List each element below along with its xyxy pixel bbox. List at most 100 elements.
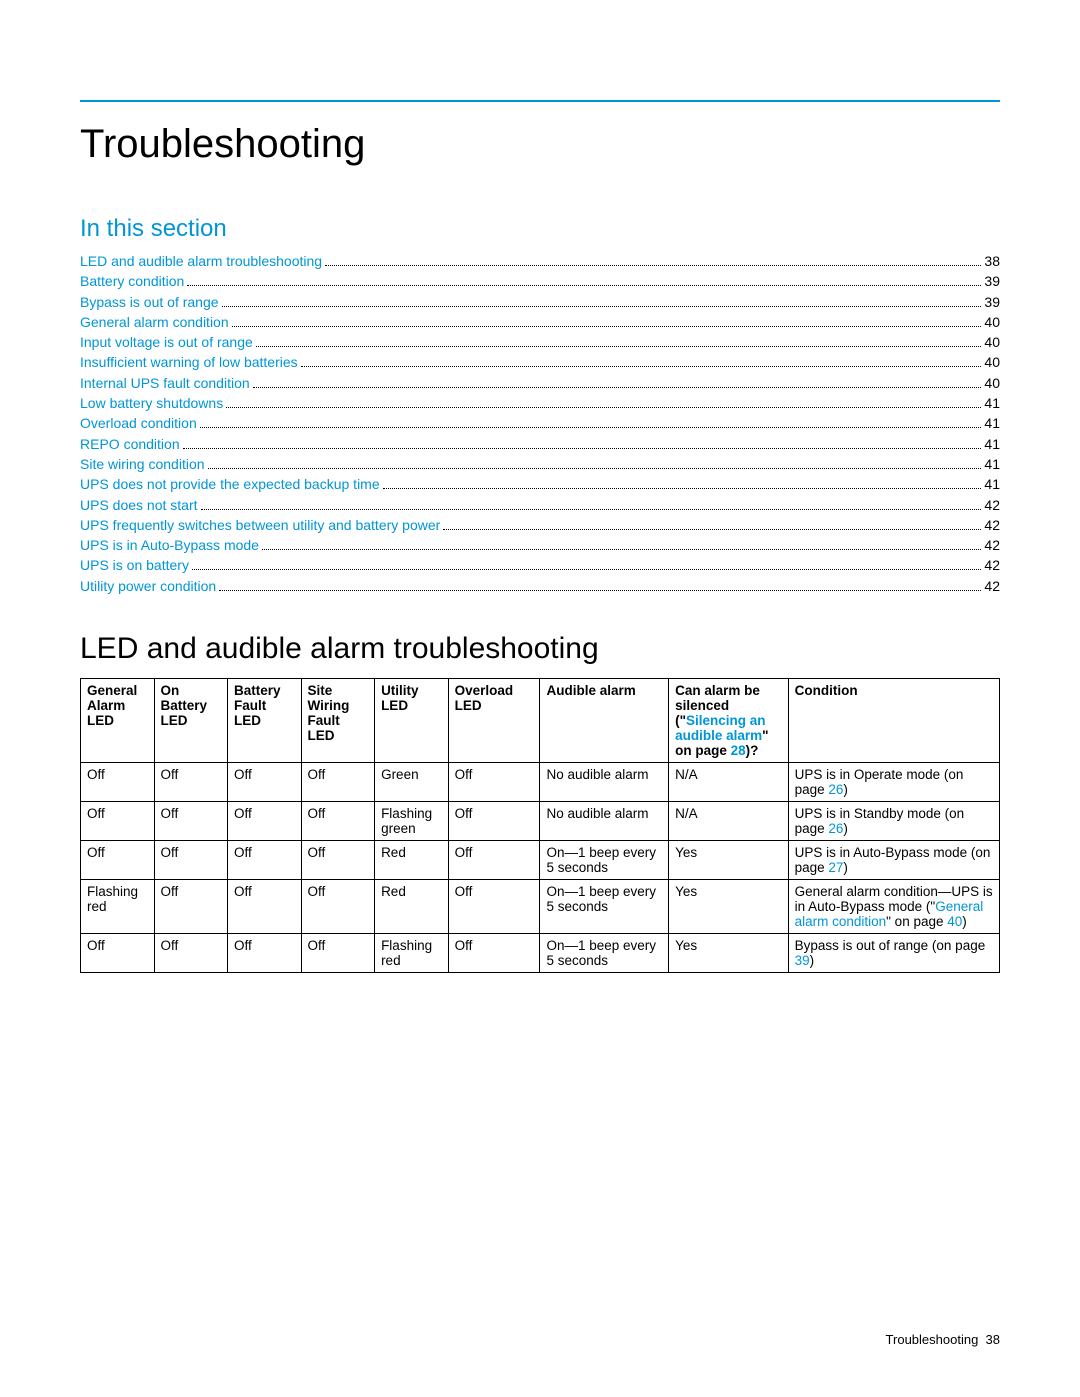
toc-entry: UPS frequently switches between utility … xyxy=(80,515,1000,535)
toc-link[interactable]: Low battery shutdowns xyxy=(80,393,223,413)
footer-label: Troubleshooting xyxy=(886,1332,979,1347)
table-cell: Flashing red xyxy=(81,880,155,934)
table-cell: Off xyxy=(301,880,375,934)
table-cell: Off xyxy=(448,880,540,934)
toc-leader-dots xyxy=(232,326,982,327)
page-title: Troubleshooting xyxy=(80,122,1000,167)
toc-entry: Internal UPS fault condition 40 xyxy=(80,373,1000,393)
toc-leader-dots xyxy=(219,590,981,591)
table-cell: Off xyxy=(154,880,228,934)
toc-link[interactable]: REPO condition xyxy=(80,434,180,454)
toc-page-number: 40 xyxy=(984,352,1000,372)
toc-entry: UPS is on battery 42 xyxy=(80,555,1000,575)
table-cell: Off xyxy=(154,841,228,880)
toc-page-number: 41 xyxy=(984,474,1000,494)
section-heading: In this section xyxy=(80,215,1000,243)
page-link[interactable]: 39 xyxy=(795,953,810,968)
subheading: LED and audible alarm troubleshooting xyxy=(80,632,1000,666)
table-cell: Off xyxy=(228,880,302,934)
toc-link[interactable]: LED and audible alarm troubleshooting xyxy=(80,251,322,271)
col-battery-fault: Battery Fault LED xyxy=(228,679,302,763)
table-cell: N/A xyxy=(669,763,788,802)
toc-page-number: 40 xyxy=(984,312,1000,332)
toc-leader-dots xyxy=(301,366,982,367)
col-general-alarm: General Alarm LED xyxy=(81,679,155,763)
page-link[interactable]: 27 xyxy=(828,860,843,875)
toc-link[interactable]: Insufficient warning of low batteries xyxy=(80,352,298,372)
condition-cell: UPS is in Operate mode (on page 26) xyxy=(788,763,999,802)
table-cell: Flashing green xyxy=(375,802,449,841)
toc-leader-dots xyxy=(222,306,982,307)
table-cell: No audible alarm xyxy=(540,802,669,841)
table-cell: Off xyxy=(228,934,302,973)
silencing-link[interactable]: Silencing an audible alarm xyxy=(675,713,765,743)
toc-entry: Input voltage is out of range 40 xyxy=(80,332,1000,352)
toc-leader-dots xyxy=(262,549,981,550)
toc-link[interactable]: UPS is in Auto-Bypass mode xyxy=(80,535,259,555)
table-row: Flashing redOffOffOffRedOffOn—1 beep eve… xyxy=(81,880,1000,934)
table-cell: Red xyxy=(375,880,449,934)
table-cell: Off xyxy=(301,802,375,841)
col-audible-alarm: Audible alarm xyxy=(540,679,669,763)
toc-link[interactable]: Utility power condition xyxy=(80,576,216,596)
condition-cell: General alarm condition—UPS is in Auto-B… xyxy=(788,880,999,934)
toc-entry: Utility power condition 42 xyxy=(80,576,1000,596)
table-cell: Off xyxy=(301,841,375,880)
table-cell: No audible alarm xyxy=(540,763,669,802)
table-row: OffOffOffOffFlashing greenOffNo audible … xyxy=(81,802,1000,841)
toc-entry: UPS is in Auto-Bypass mode 42 xyxy=(80,535,1000,555)
toc-entry: Low battery shutdowns 41 xyxy=(80,393,1000,413)
toc-page-number: 38 xyxy=(984,251,1000,271)
table-cell: Off xyxy=(448,934,540,973)
cell-text: " on page xyxy=(886,914,947,929)
toc-link[interactable]: UPS does not start xyxy=(80,495,198,515)
page-link[interactable]: 40 xyxy=(947,914,962,929)
page-link[interactable]: 26 xyxy=(828,782,843,797)
toc-leader-dots xyxy=(256,346,982,347)
table-cell: Off xyxy=(228,763,302,802)
toc-page-number: 42 xyxy=(984,495,1000,515)
toc-leader-dots xyxy=(208,468,982,469)
table-cell: N/A xyxy=(669,802,788,841)
toc-link[interactable]: General alarm condition xyxy=(80,312,229,332)
table-cell: On—1 beep every 5 seconds xyxy=(540,880,669,934)
document-page: Troubleshooting In this section LED and … xyxy=(0,0,1080,1013)
toc-entry: Site wiring condition 41 xyxy=(80,454,1000,474)
toc-leader-dots xyxy=(201,509,982,510)
toc-entry: LED and audible alarm troubleshooting 38 xyxy=(80,251,1000,271)
toc-link[interactable]: Internal UPS fault condition xyxy=(80,373,250,393)
toc-link[interactable]: Overload condition xyxy=(80,413,197,433)
toc-entry: UPS does not provide the expected backup… xyxy=(80,474,1000,494)
toc-page-number: 39 xyxy=(984,292,1000,312)
cell-text: ) xyxy=(810,953,815,968)
toc-link[interactable]: UPS is on battery xyxy=(80,555,189,575)
toc-entry: Battery condition 39 xyxy=(80,271,1000,291)
toc-leader-dots xyxy=(383,488,982,489)
toc-link[interactable]: Input voltage is out of range xyxy=(80,332,253,352)
toc-link[interactable]: UPS frequently switches between utility … xyxy=(80,515,440,535)
toc-link[interactable]: Battery condition xyxy=(80,271,184,291)
toc-entry: Bypass is out of range 39 xyxy=(80,292,1000,312)
toc-link[interactable]: Site wiring condition xyxy=(80,454,205,474)
page-footer: Troubleshooting 38 xyxy=(886,1332,1000,1347)
cell-text: UPS is in Standby mode (on page xyxy=(795,806,965,836)
toc-link[interactable]: Bypass is out of range xyxy=(80,292,219,312)
col-condition: Condition xyxy=(788,679,999,763)
table-cell: Off xyxy=(448,802,540,841)
cell-text: ) xyxy=(843,860,848,875)
toc-leader-dots xyxy=(226,407,981,408)
toc-page-number: 41 xyxy=(984,413,1000,433)
cell-text: UPS is in Auto-Bypass mode (on page xyxy=(795,845,991,875)
toc-leader-dots xyxy=(200,427,982,428)
toc-page-number: 41 xyxy=(984,454,1000,474)
table-cell: Off xyxy=(301,763,375,802)
page-link[interactable]: 28 xyxy=(731,743,746,758)
table-cell: Yes xyxy=(669,934,788,973)
toc-link[interactable]: UPS does not provide the expected backup… xyxy=(80,474,380,494)
table-of-contents: LED and audible alarm troubleshooting 38… xyxy=(80,251,1000,596)
table-cell: Off xyxy=(448,763,540,802)
table-cell: Yes xyxy=(669,841,788,880)
page-link[interactable]: 26 xyxy=(828,821,843,836)
table-cell: Off xyxy=(81,934,155,973)
footer-page: 38 xyxy=(986,1332,1000,1347)
